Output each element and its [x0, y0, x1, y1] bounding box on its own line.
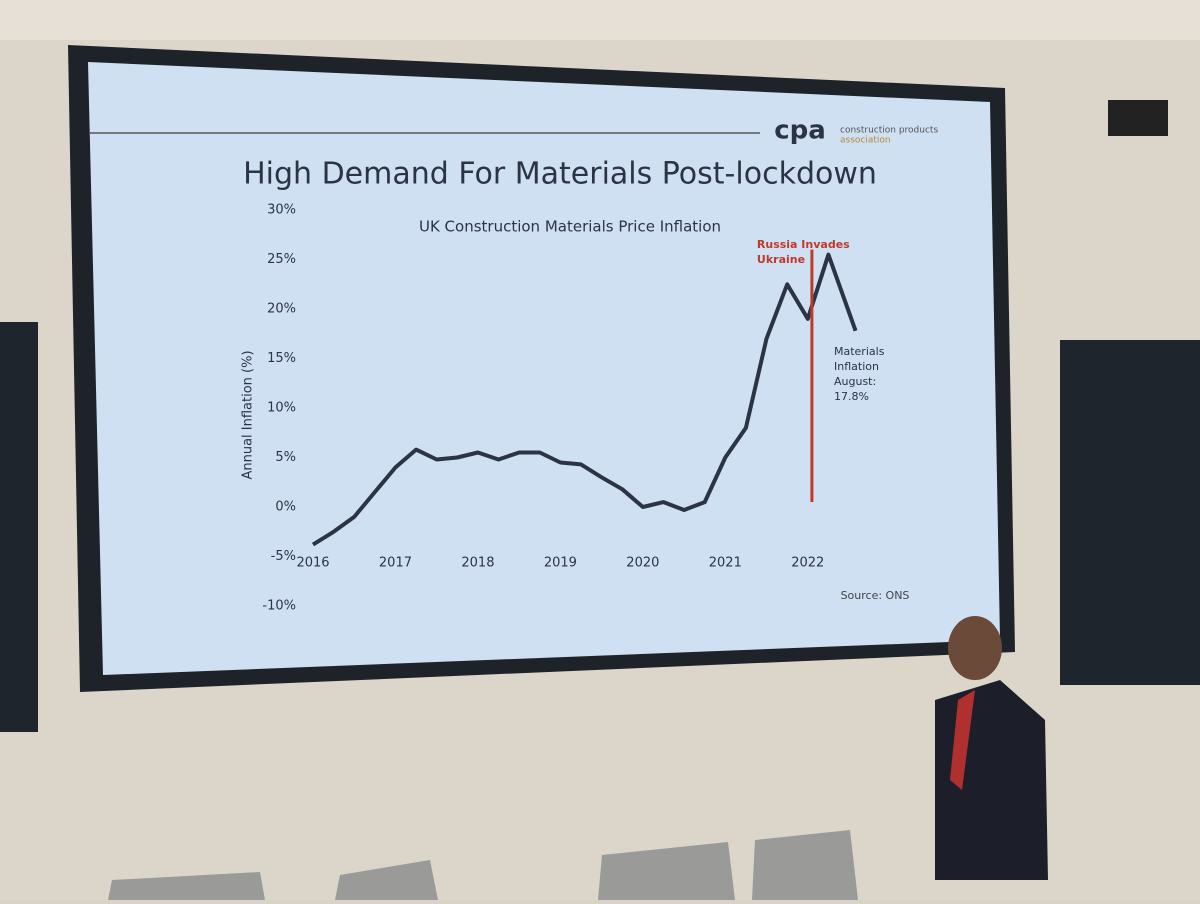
side-panel — [0, 322, 38, 732]
plot: 30% 25% 20% 15% 10% 5% 0% -5% -10% 2016 2017 2018 20… — [262, 203, 884, 614]
annotation: Russia Invades — [757, 238, 850, 251]
y-axis-label: Annual Inflation (%) — [241, 350, 256, 479]
chair — [335, 860, 438, 900]
logo-text: construction products — [840, 126, 938, 136]
chair — [752, 830, 858, 900]
annotation: 17.8% — [834, 390, 869, 403]
y-tick-label: 10% — [267, 401, 296, 416]
speaker — [1108, 100, 1168, 136]
logo-mark: cpa — [774, 116, 826, 146]
x-tick-label: 2019 — [544, 556, 577, 571]
y-tick-label: 20% — [267, 302, 296, 317]
data-line — [311, 252, 858, 547]
y-tick-label: 5% — [275, 450, 296, 465]
annotation: Materials — [834, 345, 885, 358]
x-tick-label: 2020 — [626, 556, 659, 571]
side-panel — [1060, 340, 1200, 685]
y-tick-label: 30% — [267, 203, 296, 218]
y-tick-label: -10% — [262, 599, 296, 614]
logo-text: association — [840, 136, 891, 146]
annotation: August: — [834, 375, 876, 388]
y-tick-label: 25% — [267, 252, 296, 267]
presenter-head — [948, 616, 1002, 680]
x-tick-label: 2022 — [791, 556, 824, 571]
presenter-tie — [950, 690, 975, 790]
annotation: Inflation — [834, 360, 879, 373]
x-tick-label: 2017 — [379, 556, 412, 571]
y-tick-label: -5% — [271, 549, 296, 564]
chair — [108, 872, 265, 900]
x-tick-label: 2021 — [709, 556, 742, 571]
chart-subtitle: UK Construction Materials Price Inflatio… — [419, 218, 721, 236]
y-tick-label: 15% — [267, 351, 296, 366]
x-tick-label: 2018 — [461, 556, 494, 571]
ceiling — [0, 0, 1200, 40]
x-tick-label: 2016 — [296, 556, 329, 571]
screen — [88, 62, 1000, 675]
chair — [598, 842, 735, 900]
y-tick-label: 0% — [275, 500, 296, 515]
source: Source: ONS — [841, 589, 910, 602]
chart-title: High Demand For Materials Post-lockdown — [243, 157, 877, 192]
annotation: Ukraine — [757, 253, 805, 266]
